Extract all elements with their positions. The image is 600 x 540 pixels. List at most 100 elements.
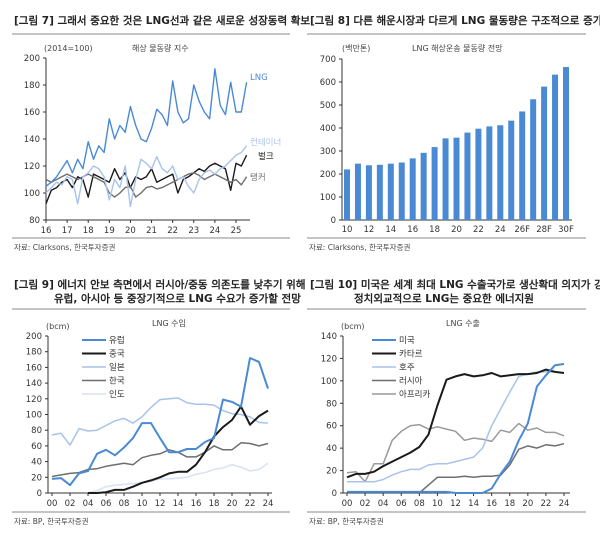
x-tick-label: 20 [125,226,136,236]
figure-10-source: 자료: BP, 한국투자증권 [309,517,384,526]
x-tick-label: 14 [173,499,184,509]
y-tick-label: 40 [31,458,42,468]
figure-9-source: 자료: BP, 한국투자증권 [14,517,89,526]
y-tick-label: 120 [321,354,337,364]
x-tick-label: 10 [432,499,443,509]
x-tick-label: 16 [191,499,202,509]
bar-22 [475,128,482,220]
bar-11 [354,163,361,220]
legend-label-미국: 미국 [399,336,415,346]
y-tick-label: 0 [37,489,42,499]
x-tick-label: 18 [83,226,94,236]
x-tick-label: 21 [146,226,157,236]
y-tick-label: 140 [26,379,42,389]
x-tick-label: 14 [385,225,396,235]
legend-label-중국: 중국 [109,350,125,360]
figure-8-subtitle: LNG 해상운송 물동량 전망 [412,43,503,53]
x-tick-label: 10 [137,499,148,509]
x-tick-label: 22 [167,226,178,236]
x-tick-label: 16 [486,499,497,509]
y-tick-label: 600 [320,78,336,88]
bar-14 [387,163,394,220]
series-line-러시아 [418,442,565,494]
series-line-미국 [347,363,565,494]
figure-9-panel: [그림 9] 에너지 안보 측면에서 러시아/중동 의존도를 낮추기 위해 유럽… [12,278,305,526]
x-tick-label: 22 [541,499,552,509]
series-line-탱커 [45,172,248,198]
x-tick-label: 18 [429,225,440,235]
x-tick-label: 14 [468,499,479,509]
series-line-컨테이너 [45,145,248,208]
y-tick-label: 80 [326,399,337,409]
series-line-벌크 [45,154,248,205]
x-tick-label: 28F [536,225,552,235]
y-tick-label: 120 [26,395,42,405]
bar-30F [563,67,569,220]
y-tick-label: 0 [332,489,337,499]
x-tick-label: 22 [473,225,484,235]
x-tick-label: 24 [495,225,506,235]
figure-8-panel: [그림 8] 다른 해운시장과 다르게 LNG 물동량은 구조적으로 증가 (백… [307,14,600,252]
bar-23 [486,126,493,220]
figure-8-unit: (백만톤) [342,43,370,53]
figure-9-title-line2: 유럽, 아시아 등 중장기적으로 LNG 수요가 증가할 전망 [54,292,301,305]
x-tick-label: 30F [558,225,574,235]
series-line-인도 [87,462,269,494]
x-tick-label: 10 [342,225,353,235]
figure-7-source: 자료: Clarksons, 한국투자증권 [14,243,115,252]
x-tick-label: 04 [83,499,94,509]
figure-7-title: [그림 7] 그래서 중요한 것은 LNG선과 같은 새로운 성장동력 확보 [14,14,310,27]
x-tick-label: 00 [342,499,353,509]
x-tick-label: 02 [360,499,371,509]
y-tick-label: 120 [24,162,40,172]
x-tick-label: 24 [559,499,570,509]
y-tick-label: 100 [321,377,337,387]
figure-9-subtitle: LNG 수입 [152,319,186,328]
bar-27F [530,99,537,220]
y-tick-label: 20 [326,467,337,477]
y-tick-label: 60 [326,422,337,432]
x-tick-label: 16 [407,225,418,235]
x-tick-label: 12 [363,225,374,235]
figure-7-panel: [그림 7] 그래서 중요한 것은 LNG선과 같은 새로운 성장동력 확보 (… [12,14,310,252]
legend-label-인도: 인도 [109,389,125,400]
figure-7-unit: (2014=100) [44,44,93,53]
y-tick-label: 700 [320,55,336,65]
x-tick-label: 24 [209,226,220,236]
x-tick-label: 18 [209,499,220,509]
bar-28F [541,86,548,220]
x-tick-label: 17 [62,226,73,236]
figure-10-subtitle: LNG 수출 [446,318,480,328]
legend-label-유럽: 유럽 [109,336,125,346]
legend-label-한국: 한국 [109,377,125,387]
y-tick-label: 100 [320,193,336,203]
x-tick-label: 12 [155,499,166,509]
series-line-중국 [88,405,269,494]
x-tick-label: 08 [414,499,425,509]
x-tick-label: 06 [396,499,407,509]
x-tick-label: 25 [231,226,242,236]
x-tick-label: 20 [522,499,533,509]
y-tick-label: 100 [24,189,40,199]
legend-label-러시아: 러시아 [399,376,423,387]
figure-9-unit: (bcm) [46,322,70,331]
x-tick-label: 00 [47,499,58,509]
bar-10 [344,169,350,220]
x-tick-label: 06 [101,499,112,509]
figure-10-panel: [그림 10] 미국은 세계 최대 LNG 수출국가로 생산확대 의지가 강해 … [307,278,600,526]
series-label-LNG: LNG [250,73,268,83]
legend-label-호주: 호주 [399,363,415,373]
y-tick-label: 80 [31,426,42,436]
y-tick-label: 20 [31,473,42,483]
bar-20 [453,137,460,220]
x-tick-label: 26F [514,225,530,235]
bar-21 [464,132,471,220]
y-tick-label: 160 [26,363,42,373]
figure-7-subtitle: 해상 물동량 지수 [132,43,189,53]
y-tick-label: 40 [326,444,337,454]
x-tick-label: 23 [188,226,199,236]
series-line-일본 [51,397,269,446]
series-line-아프리카 [346,422,565,483]
bar-18 [431,147,438,220]
